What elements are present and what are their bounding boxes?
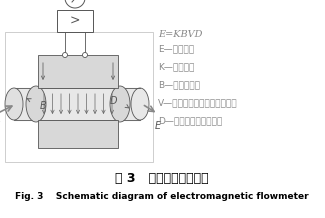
Ellipse shape bbox=[110, 86, 130, 122]
Text: D—测量管道截面的内径: D—测量管道截面的内径 bbox=[158, 116, 222, 125]
Text: V—测量管道截面内的平均流速: V—测量管道截面内的平均流速 bbox=[158, 98, 238, 107]
Text: 图 3   电磁流量计原理图: 图 3 电磁流量计原理图 bbox=[115, 172, 209, 184]
Text: E: E bbox=[155, 121, 161, 131]
Text: B—磁感应强度: B—磁感应强度 bbox=[158, 80, 200, 89]
Text: K—仪表常数: K—仪表常数 bbox=[158, 62, 194, 71]
Bar bbox=[57, 10, 93, 32]
Ellipse shape bbox=[131, 88, 149, 120]
Text: D: D bbox=[109, 96, 117, 106]
Polygon shape bbox=[38, 120, 118, 148]
Polygon shape bbox=[14, 88, 140, 120]
Bar bbox=[5, 32, 153, 162]
Ellipse shape bbox=[62, 53, 68, 58]
Text: B: B bbox=[40, 101, 46, 111]
Ellipse shape bbox=[83, 53, 87, 58]
Text: >: > bbox=[70, 15, 80, 27]
Text: E=KBVD: E=KBVD bbox=[158, 30, 202, 39]
Polygon shape bbox=[38, 55, 118, 88]
Text: Fig. 3    Schematic diagram of electromagnetic flowmeter: Fig. 3 Schematic diagram of electromagne… bbox=[15, 191, 309, 201]
Ellipse shape bbox=[26, 86, 46, 122]
Ellipse shape bbox=[65, 0, 85, 8]
Ellipse shape bbox=[5, 88, 23, 120]
Text: E—感应电势: E—感应电势 bbox=[158, 44, 194, 53]
